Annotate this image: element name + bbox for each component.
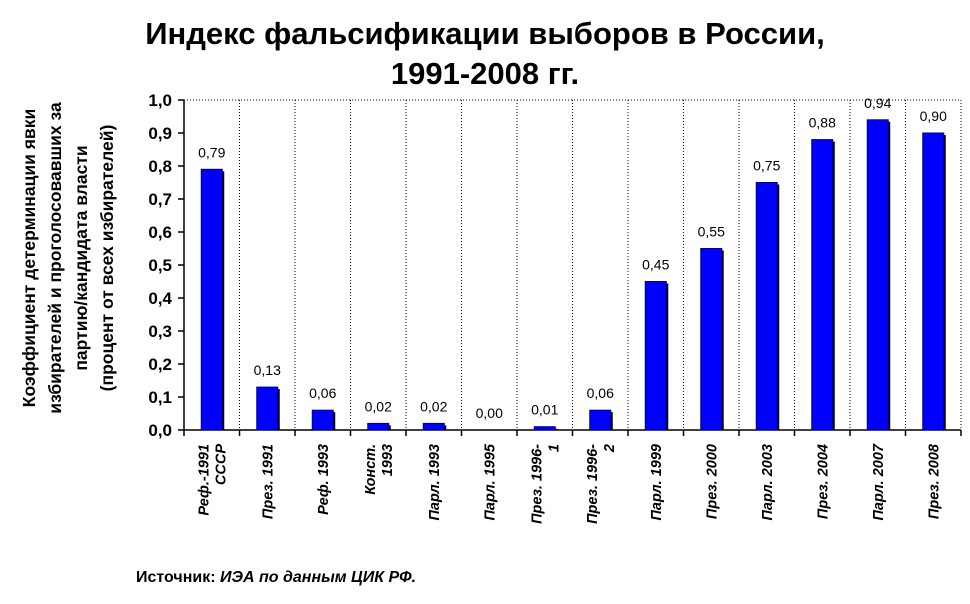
x-category-label-line: 1 [546, 444, 562, 452]
y-tick-label: 0,8 [148, 157, 172, 176]
x-category-label: Парл. 2007 [871, 443, 887, 520]
x-category-label-line: Реф. 1993 [316, 444, 332, 515]
x-category-label-line: През. 1996- [585, 444, 601, 524]
bar-value-label: 0,94 [864, 95, 891, 111]
y-tick-label: 0,5 [148, 256, 172, 275]
bar [422, 422, 445, 431]
x-category-label-line: През. 1991 [260, 444, 276, 519]
x-category-label: През. 1996- 2 [585, 444, 618, 524]
bar [200, 168, 223, 431]
bar-value-label: 0,06 [309, 385, 336, 401]
bar [644, 281, 667, 431]
x-category-label-line: Парл. 1993 [427, 444, 443, 521]
bar [589, 409, 612, 431]
source-note: Источник: ИЭА по данным ЦИК РФ. [136, 569, 416, 587]
bar-value-label: 0,55 [698, 224, 725, 240]
bar-value-label: 0,01 [531, 402, 558, 418]
x-category-label: През. 1996- 1 [529, 444, 562, 524]
x-category-label-line: 2 [602, 444, 618, 453]
x-category-label-line: Парл. 1995 [482, 443, 498, 520]
x-category-label-line: Реф.-1991 [196, 444, 212, 516]
y-tick-label: 0,3 [148, 322, 172, 341]
y-tick-label: 0,2 [148, 355, 172, 374]
bar-value-label: 0,00 [476, 405, 503, 421]
y-tick-label: 0,7 [148, 190, 172, 209]
y-tick-label: 0,9 [148, 124, 172, 143]
x-category-label: През. 2008 [926, 443, 942, 519]
x-category-label: Парл. 1999 [649, 444, 665, 521]
bar-value-label: 0,79 [198, 144, 225, 160]
y-tick-label: 0,6 [148, 223, 172, 242]
x-category-label-line: Парл. 2003 [760, 444, 776, 521]
bar-value-label: 0,02 [420, 398, 447, 414]
source-text: ИЭА по данным ЦИК РФ. [219, 569, 417, 586]
bar [755, 182, 778, 431]
x-category-label: Парл. 1993 [427, 444, 443, 521]
x-category-label: През. 2004 [815, 444, 831, 519]
bar [700, 248, 723, 431]
x-category-label: Реф.-1991 СССР [196, 444, 229, 516]
x-category-label-line: Конст. [363, 444, 379, 495]
x-category-label-line: През. 1996- [529, 444, 545, 524]
bar-value-label: 0,45 [642, 257, 669, 273]
y-tick-label: 0,0 [148, 421, 172, 440]
x-category-label: Парл. 2003 [760, 444, 776, 521]
y-tick-label: 0,1 [148, 388, 172, 407]
bar-value-label: 0,90 [920, 108, 947, 124]
x-category-label-line: СССР [213, 444, 229, 485]
x-category-label-line: 1993 [380, 444, 396, 476]
chart-title-line-2: 1991-2008 гг. [390, 56, 580, 91]
bar [866, 119, 889, 431]
x-category-label: През. 1991 [260, 444, 276, 519]
x-category-label: Парл. 1995 [482, 443, 498, 520]
x-category-label-line: През. 2000 [704, 444, 720, 519]
bar [367, 422, 390, 431]
bar [256, 386, 279, 431]
bar-value-label: 0,02 [365, 398, 392, 414]
source-prefix: Источник: [136, 569, 216, 586]
bar [811, 139, 834, 431]
bar [533, 426, 556, 431]
chart-title: Индекс фальсификации выборов в России, 1… [60, 14, 910, 94]
x-category-label: През. 2000 [704, 444, 720, 519]
chart-title-line-1: Индекс фальсификации выборов в России, [145, 16, 825, 51]
bar [922, 132, 945, 431]
y-tick-label: 1,0 [148, 91, 172, 110]
x-category-label: Конст. 1993 [363, 444, 396, 495]
bar-value-label: 0,06 [587, 385, 614, 401]
x-category-label-line: Парл. 2007 [871, 443, 887, 520]
bar-value-label: 0,13 [254, 362, 281, 378]
bar [311, 409, 334, 431]
x-category-label-line: През. 2008 [926, 443, 942, 519]
x-category-label-line: През. 2004 [815, 444, 831, 519]
bar-value-label: 0,88 [809, 115, 836, 131]
x-category-label: Реф. 1993 [316, 444, 332, 515]
y-tick-label: 0,4 [148, 289, 172, 308]
x-category-label-line: Парл. 1999 [649, 444, 665, 521]
bar-value-label: 0,75 [753, 158, 780, 174]
